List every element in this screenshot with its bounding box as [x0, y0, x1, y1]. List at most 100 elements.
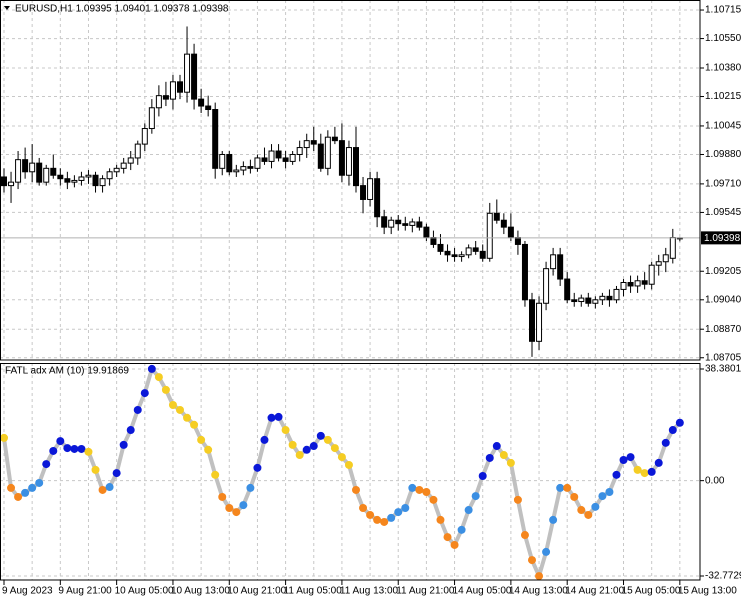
- candle-body: [64, 178, 71, 183]
- x-tick-label: 10 Aug 21:00: [227, 586, 286, 597]
- candle-body: [409, 221, 416, 226]
- y-tick-label: 1.10045: [705, 121, 741, 132]
- candle-body: [564, 278, 571, 301]
- candle-body: [416, 221, 423, 228]
- candle-body: [360, 185, 367, 200]
- indicator-dot: [7, 483, 16, 492]
- indicator-dot: [668, 426, 677, 435]
- indicator-dot: [401, 503, 410, 512]
- indicator-dot: [126, 426, 135, 435]
- candle-body: [1, 176, 7, 187]
- indicator-dot: [309, 442, 318, 451]
- indicator-dot: [492, 442, 501, 451]
- indicator-title: FATL adx AM (10) 19.91869: [5, 366, 129, 377]
- marks-layer: [0, 26, 700, 581]
- candle-body: [521, 243, 528, 301]
- indicator-dot: [584, 510, 593, 519]
- x-tick-label: 10 Aug 05:00: [115, 586, 174, 597]
- candle-body: [127, 157, 134, 164]
- candle-body: [134, 143, 141, 159]
- x-tick-label: 11 Aug 13:00: [340, 586, 399, 597]
- candle-body: [599, 295, 606, 301]
- indicator-dot: [359, 503, 368, 512]
- y-tick-label: 1.10215: [705, 91, 741, 102]
- candle-body: [444, 250, 451, 256]
- candle-body: [500, 219, 507, 228]
- indicator-dot: [21, 488, 30, 497]
- candle-body: [402, 223, 409, 226]
- indicator-dot: [91, 465, 100, 474]
- indicator-dot: [211, 470, 220, 479]
- candle-body: [8, 181, 15, 187]
- indicator-dot: [380, 517, 389, 526]
- indicator-dot: [429, 495, 438, 504]
- x-tick-label: 9 Aug 21:00: [58, 586, 112, 597]
- candle-body: [437, 243, 444, 252]
- candle-body: [205, 105, 212, 111]
- x-tick-label: 14 Aug 13:00: [509, 586, 568, 597]
- candle-body: [423, 226, 430, 239]
- indicator-dot: [415, 485, 424, 494]
- candle-body: [120, 162, 127, 169]
- indicator-dot: [183, 413, 192, 422]
- candle-body: [85, 174, 92, 178]
- candle-body: [331, 136, 338, 142]
- indicator-dot: [218, 492, 227, 501]
- y-tick-label: 1.09545: [705, 207, 741, 218]
- candle-body: [669, 237, 676, 259]
- candle-body: [451, 254, 458, 258]
- candle-body: [191, 53, 198, 100]
- indicator-dot: [161, 385, 170, 394]
- x-tick-label: 15 Aug 13:00: [678, 586, 737, 597]
- candle-body: [585, 297, 592, 304]
- candle-body: [648, 264, 655, 285]
- candle-body: [578, 297, 585, 303]
- x-tick-label: 11 Aug 21:00: [396, 586, 455, 597]
- indicator-dot: [485, 453, 494, 462]
- candle-body: [268, 150, 275, 162]
- candle-body: [662, 254, 669, 263]
- indicator-dot: [520, 531, 529, 540]
- y-tick-label: 1.10550: [705, 33, 741, 44]
- candle-body: [99, 178, 106, 187]
- indicator-dot: [147, 364, 156, 373]
- indicator-dot: [112, 469, 121, 478]
- x-tick-label: 15 Aug 05:00: [622, 586, 681, 597]
- indicator-dot: [422, 487, 431, 496]
- title-icon: [4, 6, 10, 10]
- candle-body: [184, 53, 191, 93]
- candle-body: [507, 226, 514, 239]
- candle-body: [324, 136, 331, 169]
- indicator-dot: [577, 506, 586, 515]
- indicator-dot: [344, 460, 353, 469]
- indicator-dot: [225, 503, 234, 512]
- candle-body: [15, 159, 22, 183]
- indicator-dot: [42, 460, 51, 469]
- indicator-dot: [260, 435, 269, 444]
- indicator-dot: [535, 572, 544, 581]
- candle-body: [289, 153, 296, 162]
- indicator-dot: [49, 446, 58, 455]
- current-price-label: 1.09398: [704, 233, 741, 244]
- candle-body: [613, 288, 620, 301]
- candle-body: [36, 162, 43, 183]
- candle-body: [247, 166, 254, 169]
- candle-body: [529, 299, 535, 342]
- x-tick-label: 14 Aug 21:00: [565, 586, 624, 597]
- candle-body: [141, 128, 148, 145]
- y-tick-label: 1.10715: [705, 5, 741, 16]
- candle-body: [381, 216, 388, 228]
- indicator-dot: [506, 458, 515, 467]
- indicator-dot: [154, 373, 163, 382]
- candle-body: [479, 250, 486, 259]
- candle-body: [634, 280, 641, 287]
- candle-body: [514, 237, 521, 245]
- candle-body: [296, 147, 303, 155]
- candle-body: [198, 98, 205, 107]
- x-tick-label: 10 Aug 13:00: [171, 586, 230, 597]
- x-tick-label: 9 Aug 2023: [2, 586, 53, 597]
- indicator-dot: [366, 510, 375, 519]
